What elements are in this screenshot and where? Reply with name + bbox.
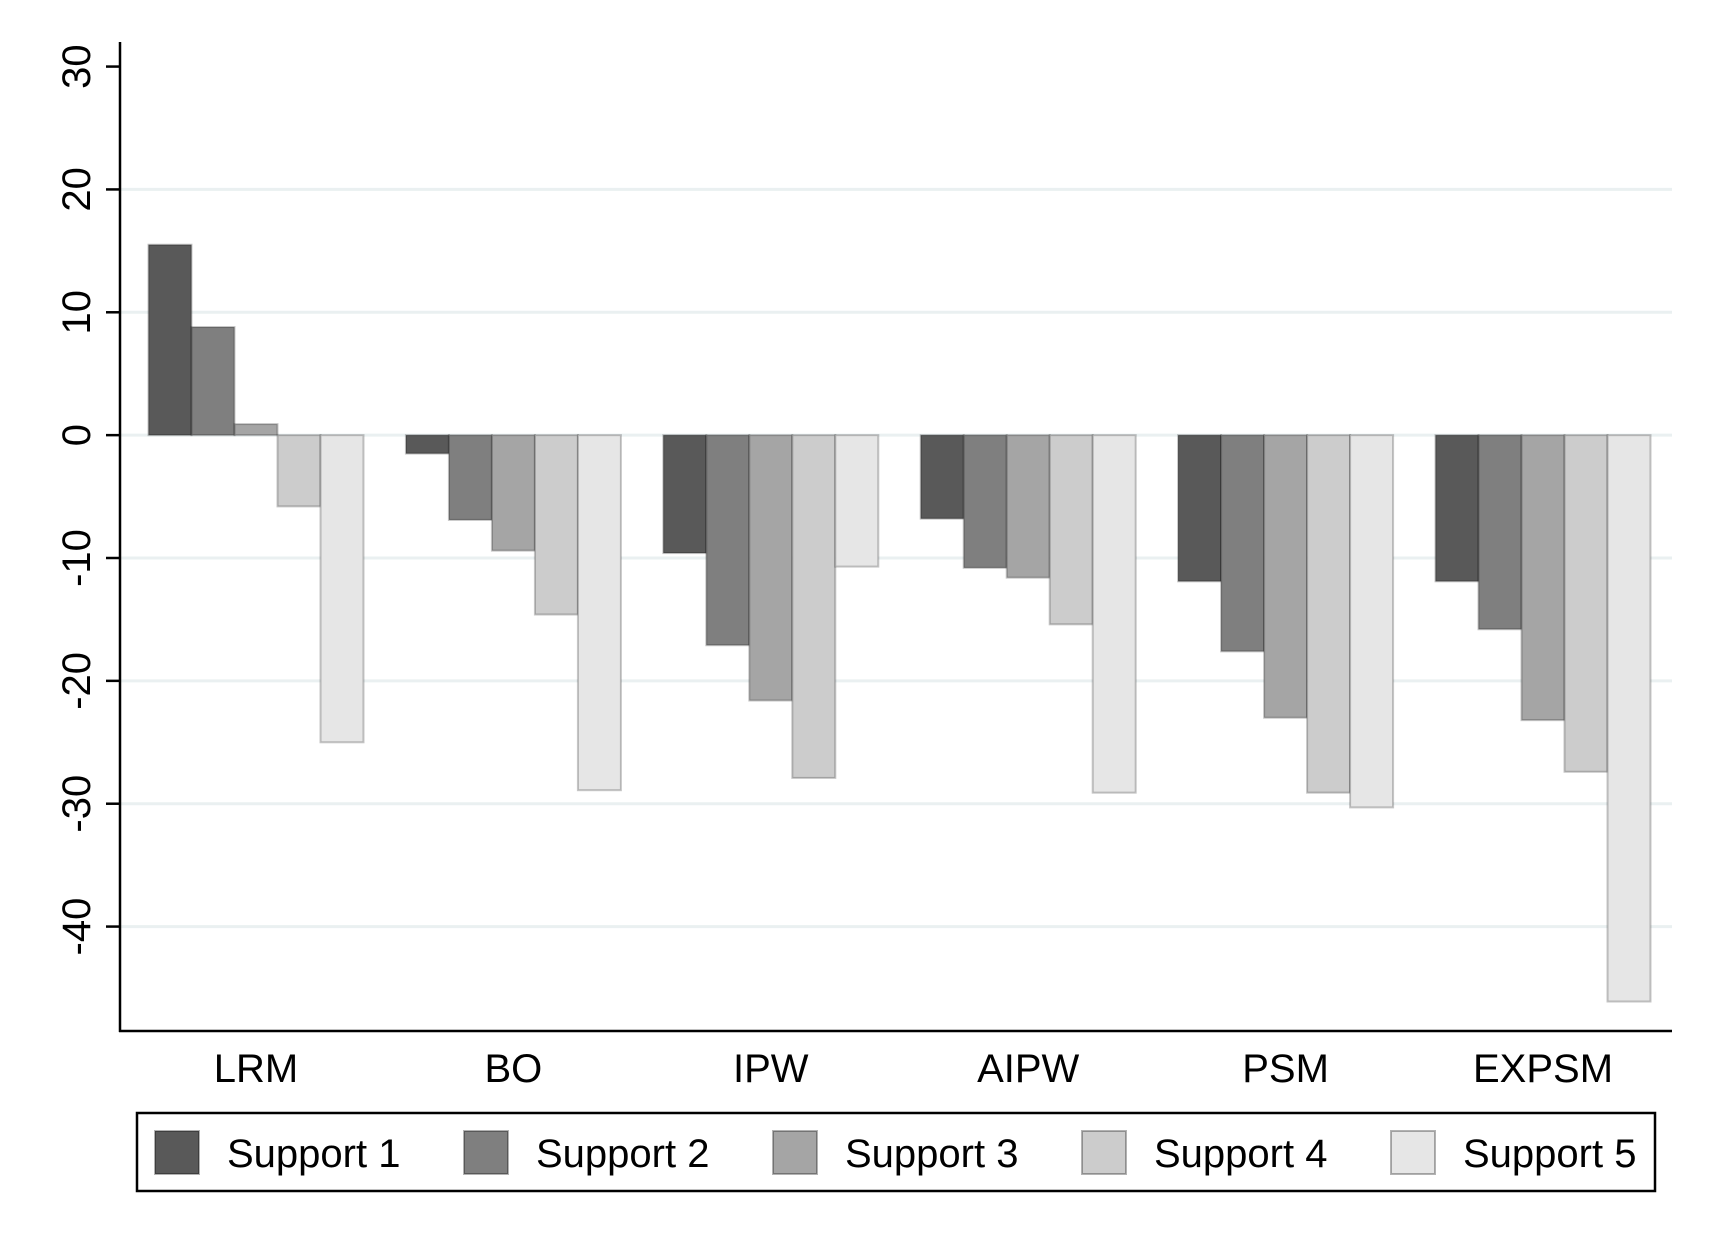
bar-psm-support-3 bbox=[1263, 434, 1309, 719]
x-tick-label: PSM bbox=[1242, 1047, 1329, 1091]
bar-expsm-support-1 bbox=[1434, 434, 1480, 583]
bar-aipw-support-2 bbox=[962, 434, 1008, 569]
legend-swatch-support-5 bbox=[1390, 1130, 1436, 1175]
x-tick-label: EXPSM bbox=[1473, 1047, 1613, 1091]
bar-expsm-support-4 bbox=[1563, 434, 1609, 773]
bar-psm-support-1 bbox=[1177, 434, 1223, 583]
bar-aipw-support-1 bbox=[919, 434, 965, 520]
legend-label-support-2: Support 2 bbox=[536, 1132, 709, 1176]
bar-aipw-support-5 bbox=[1091, 434, 1137, 794]
legend-swatch-support-3 bbox=[772, 1130, 818, 1175]
bar-ipw-support-2 bbox=[705, 434, 751, 647]
bar-lrm-support-5 bbox=[319, 434, 365, 744]
bar-ipw-support-1 bbox=[662, 434, 708, 555]
bar-psm-support-4 bbox=[1306, 434, 1352, 794]
legend-label-support-4: Support 4 bbox=[1154, 1132, 1327, 1176]
legend-swatch-support-2 bbox=[463, 1130, 509, 1175]
x-tick-label: BO bbox=[485, 1047, 543, 1091]
y-tick-label: -30 bbox=[55, 775, 99, 833]
y-tick-label: 20 bbox=[55, 167, 99, 212]
y-tick-label: 0 bbox=[55, 424, 99, 446]
bar-lrm-support-1 bbox=[147, 243, 193, 437]
bar-aipw-support-3 bbox=[1005, 434, 1051, 579]
bar-expsm-support-3 bbox=[1520, 434, 1566, 722]
bar-lrm-support-2 bbox=[190, 326, 236, 437]
y-tick-label: -40 bbox=[55, 898, 99, 956]
bar-lrm-support-4 bbox=[276, 434, 322, 508]
bar-bo-support-2 bbox=[447, 434, 493, 521]
y-tick-label: 30 bbox=[55, 44, 99, 89]
bar-lrm-support-3 bbox=[233, 423, 279, 437]
legend-label-support-1: Support 1 bbox=[227, 1132, 400, 1176]
legend: Support 1 Support 2 Support 3 Support 4 Supp… bbox=[135, 1111, 1657, 1193]
y-tick-label: -10 bbox=[55, 529, 99, 587]
bar-bo-support-3 bbox=[490, 434, 536, 552]
x-tick-label: IPW bbox=[733, 1047, 809, 1091]
legend-swatch-support-1 bbox=[154, 1130, 200, 1175]
x-tick-label: LRM bbox=[214, 1047, 298, 1091]
bar-bo-support-5 bbox=[576, 434, 622, 792]
legend-swatch-support-4 bbox=[1081, 1130, 1127, 1175]
bar-bo-support-1 bbox=[404, 434, 450, 455]
bar-ipw-support-3 bbox=[748, 434, 794, 702]
legend-label-support-3: Support 3 bbox=[845, 1132, 1018, 1176]
bar-ipw-support-5 bbox=[834, 434, 880, 568]
bar-psm-support-2 bbox=[1220, 434, 1266, 653]
bars bbox=[147, 243, 1652, 1003]
grid-lines bbox=[120, 187, 1672, 929]
x-tick-label: AIPW bbox=[977, 1047, 1079, 1091]
axes: LRM BO IPW AIPW PSM EXPSM 30 20 10 0 -10 -20 -30 -40 bbox=[55, 42, 1672, 1091]
bar-psm-support-5 bbox=[1349, 434, 1395, 809]
y-tick-label: 10 bbox=[55, 290, 99, 335]
bar-bo-support-4 bbox=[533, 434, 579, 616]
bar-ipw-support-4 bbox=[791, 434, 837, 779]
bar-aipw-support-4 bbox=[1048, 434, 1094, 626]
y-tick-label: -20 bbox=[55, 652, 99, 710]
bar-expsm-support-5 bbox=[1606, 434, 1652, 1003]
bar-expsm-support-2 bbox=[1477, 434, 1523, 631]
legend-label-support-5: Support 5 bbox=[1463, 1132, 1636, 1176]
